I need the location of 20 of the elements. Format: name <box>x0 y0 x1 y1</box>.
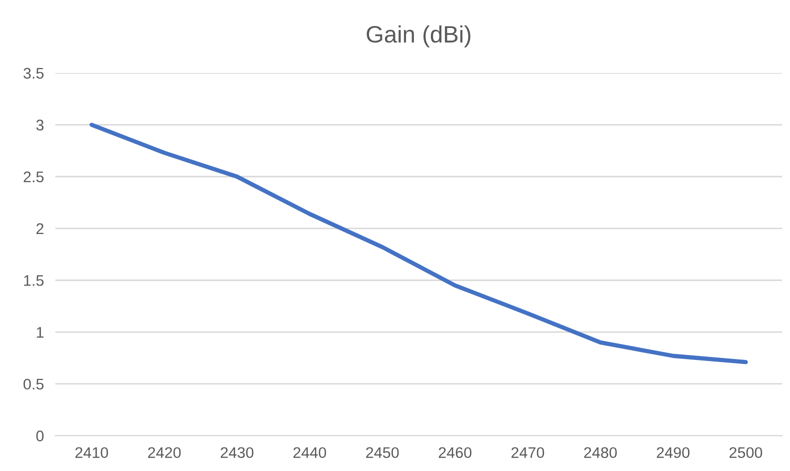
x-tick-label: 2500 <box>730 447 762 458</box>
y-tick-label: 3.5 <box>24 68 44 79</box>
x-tick-label: 2410 <box>75 447 108 458</box>
x-tick-label: 2450 <box>366 447 399 458</box>
x-tick-label: 2490 <box>656 447 690 458</box>
y-tick-label: 2.5 <box>24 171 44 182</box>
x-tick-label: 2430 <box>220 447 254 458</box>
y-tick-label: 0.5 <box>24 378 44 390</box>
y-tick-label: 1.5 <box>24 275 44 286</box>
x-tick-label: 2470 <box>511 447 544 458</box>
y-tick-label: 3 <box>36 120 44 130</box>
x-tick-label: 2440 <box>293 447 326 458</box>
x-tick-label: 2480 <box>584 447 617 458</box>
y-tick-label: 2 <box>36 223 44 234</box>
x-tick-label: 2460 <box>438 447 472 458</box>
line-series <box>90 122 748 364</box>
x-tick-label: 2420 <box>148 447 181 458</box>
y-tick-label: 0 <box>36 430 44 442</box>
y-tick-label: 1 <box>36 327 44 338</box>
chart-title: Gain (dBi) <box>366 25 470 48</box>
